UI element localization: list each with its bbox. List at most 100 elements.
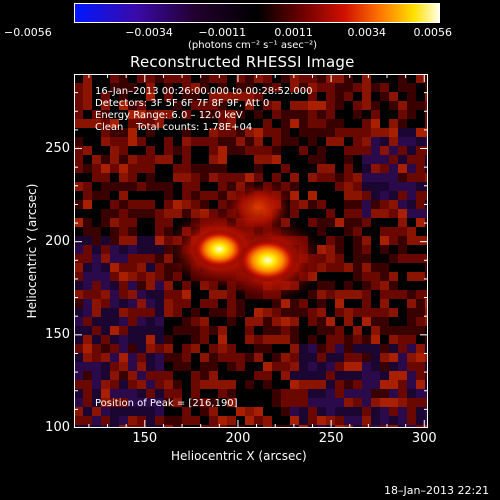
heatmap-cell — [380, 155, 389, 164]
heatmap-cell — [326, 308, 335, 317]
heatmap-cell — [137, 344, 146, 353]
heatmap-cell — [299, 200, 308, 209]
heatmap-cell — [326, 371, 335, 380]
heatmap-cell — [137, 236, 146, 245]
heatmap-cell — [362, 281, 371, 290]
heatmap-cell — [326, 209, 335, 218]
heatmap-cell — [191, 74, 200, 83]
heatmap-cell — [245, 101, 254, 110]
heatmap-cell — [389, 146, 398, 155]
heatmap-cell — [173, 137, 182, 146]
heatmap-cell — [200, 128, 209, 137]
heatmap-cell — [398, 245, 407, 254]
heatmap-cell — [254, 155, 263, 164]
heatmap-cell — [371, 407, 380, 416]
heatmap-cell — [425, 137, 428, 146]
heatmap-cell — [200, 371, 209, 380]
heatmap-cell — [344, 164, 353, 173]
heatmap-cell — [263, 398, 272, 407]
heatmap-cell — [326, 218, 335, 227]
heatmap-cell — [164, 389, 173, 398]
heatmap-cell — [146, 281, 155, 290]
heatmap-cell — [110, 254, 119, 263]
heatmap-cell — [416, 299, 425, 308]
heatmap-cell — [92, 263, 101, 272]
heatmap-cell — [128, 380, 137, 389]
heatmap-cell — [119, 326, 128, 335]
heatmap-cell — [119, 128, 128, 137]
heatmap-cell — [317, 236, 326, 245]
heatmap-cell — [380, 209, 389, 218]
heatmap-cell — [74, 227, 83, 236]
heatmap-cell — [344, 362, 353, 371]
heatmap-cell — [326, 182, 335, 191]
heatmap-cell — [371, 371, 380, 380]
heatmap-cell — [299, 407, 308, 416]
heatmap-cell — [362, 128, 371, 137]
heatmap-cell — [110, 128, 119, 137]
heatmap-cell — [380, 146, 389, 155]
heatmap-cell — [83, 335, 92, 344]
heatmap-cell — [308, 308, 317, 317]
heatmap-cell — [308, 299, 317, 308]
heatmap-cell — [362, 110, 371, 119]
heatmap-cell — [407, 191, 416, 200]
heatmap-cell — [146, 92, 155, 101]
heatmap-cell — [308, 335, 317, 344]
heatmap-cell — [389, 164, 398, 173]
heatmap-cell — [209, 299, 218, 308]
heatmap-cell — [389, 92, 398, 101]
heatmap-cell — [416, 254, 425, 263]
heatmap-cell — [146, 191, 155, 200]
heatmap-cell — [398, 335, 407, 344]
heatmap-cell — [119, 74, 128, 83]
heatmap-cell — [101, 353, 110, 362]
heatmap-cell — [83, 326, 92, 335]
heatmap-cell — [146, 227, 155, 236]
heatmap-cell — [299, 353, 308, 362]
y-tick-label: 200 — [45, 233, 70, 249]
heatmap-cell — [380, 227, 389, 236]
heatmap-cell — [101, 308, 110, 317]
heatmap-cell — [416, 218, 425, 227]
heatmap-cell — [389, 119, 398, 128]
heatmap-cell — [137, 110, 146, 119]
heatmap-cell — [353, 407, 362, 416]
heatmap-cell — [74, 191, 83, 200]
heatmap-cell — [335, 155, 344, 164]
heatmap-cell — [218, 380, 227, 389]
heatmap-cell — [290, 101, 299, 110]
heatmap-cell — [389, 281, 398, 290]
heatmap-cell — [200, 182, 209, 191]
heatmap-cell — [101, 155, 110, 164]
heatmap-cell — [92, 398, 101, 407]
heatmap-cell — [164, 83, 173, 92]
heatmap-cell — [191, 425, 200, 428]
heatmap-cell — [146, 74, 155, 83]
heatmap-cell — [101, 416, 110, 425]
heatmap-cell — [74, 263, 83, 272]
heatmap-cell — [425, 317, 428, 326]
heatmap-cell — [164, 182, 173, 191]
heatmap-cell — [128, 281, 137, 290]
heatmap-cell — [137, 335, 146, 344]
heatmap-cell — [299, 389, 308, 398]
heatmap-cell — [218, 155, 227, 164]
heatmap-cell — [353, 83, 362, 92]
heatmap-cell — [119, 83, 128, 92]
heatmap-cell — [380, 200, 389, 209]
heatmap-cell — [137, 137, 146, 146]
heatmap-cell — [317, 227, 326, 236]
heatmap-cell — [200, 119, 209, 128]
heatmap-cell — [128, 83, 137, 92]
heatmap-cell — [101, 137, 110, 146]
heatmap-cell — [317, 326, 326, 335]
heatmap-cell — [146, 119, 155, 128]
heatmap-cell — [299, 101, 308, 110]
heatmap-cell — [218, 344, 227, 353]
heatmap-cell — [164, 335, 173, 344]
heatmap-cell — [146, 146, 155, 155]
heatmap-cell — [263, 335, 272, 344]
heatmap-cell — [263, 119, 272, 128]
heatmap-cell — [371, 173, 380, 182]
